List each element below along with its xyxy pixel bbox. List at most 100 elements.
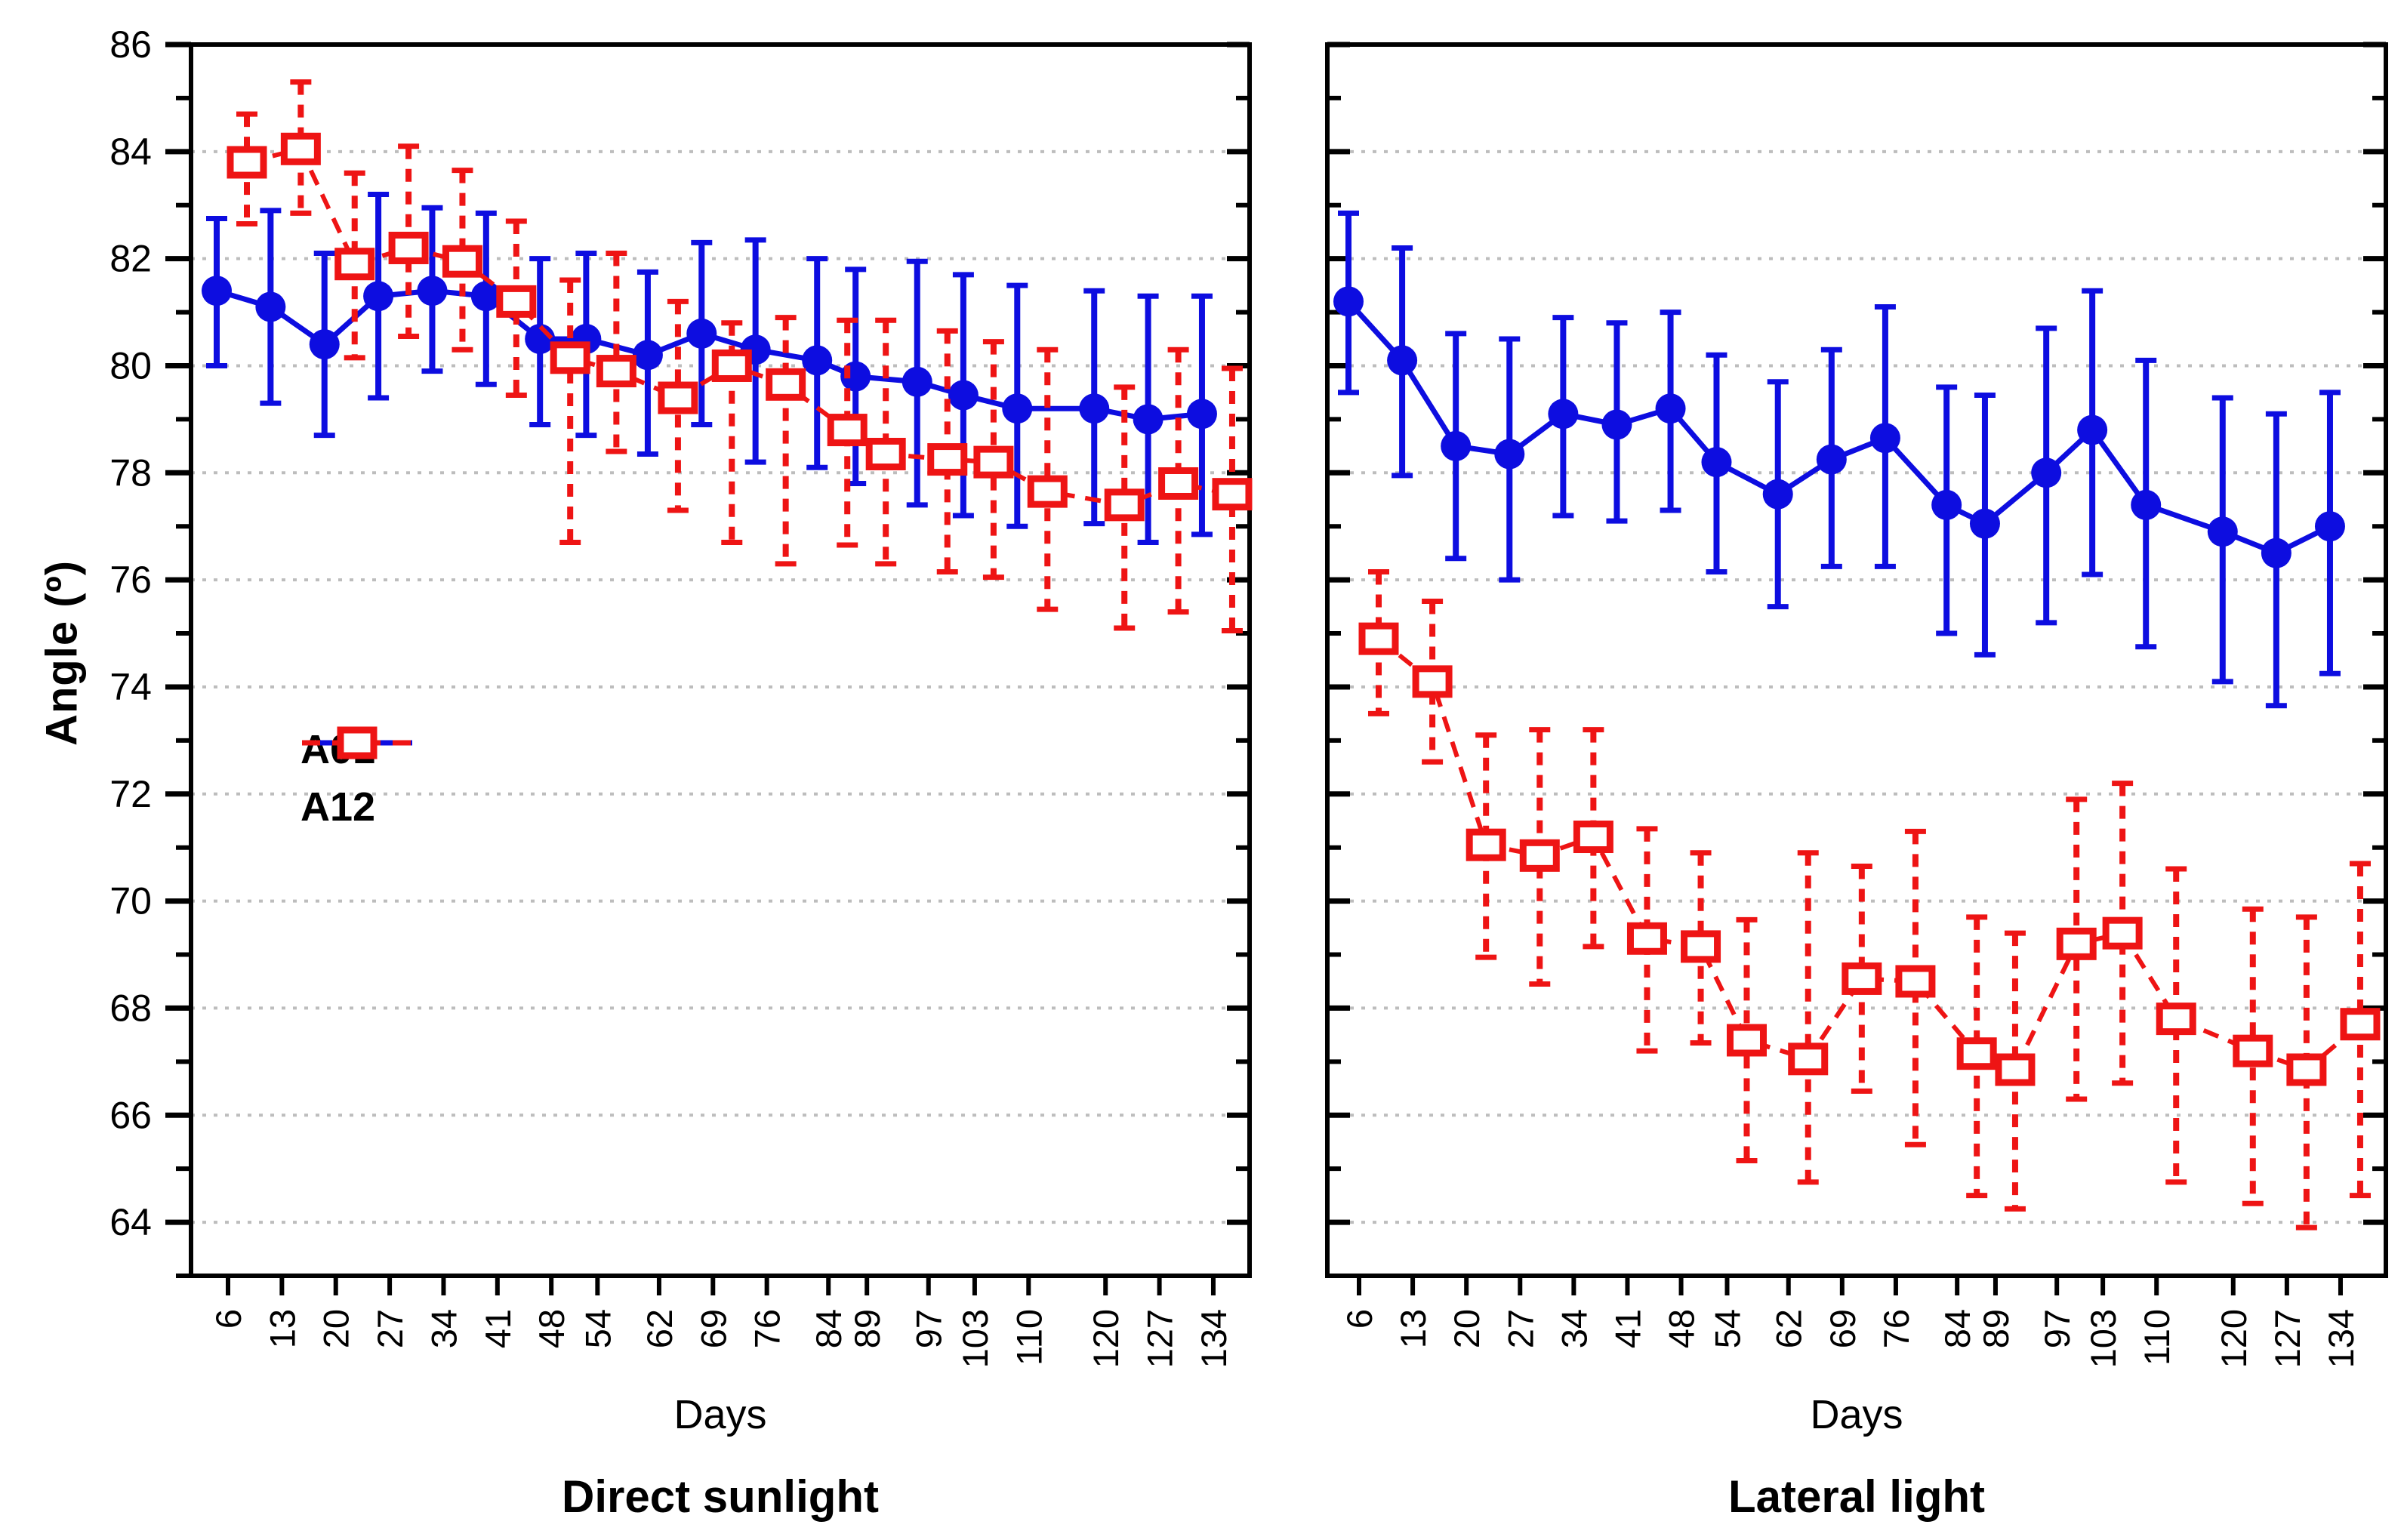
x-axis-title-right: Days: [1810, 1392, 1903, 1437]
y-tick-label: 76: [109, 559, 152, 601]
marker-square-A12: [658, 381, 698, 414]
x-tick-label: 120: [1086, 1309, 1126, 1368]
marker-square-A12: [2233, 1034, 2273, 1067]
x-tick-label: 48: [532, 1309, 572, 1348]
y-tick-label: 72: [109, 773, 152, 815]
x-tick-label: 89: [847, 1309, 887, 1348]
x-tick-label: 84: [1937, 1309, 1977, 1348]
marker-circle-A01: [1494, 439, 1525, 470]
marker-square-A12: [280, 132, 321, 165]
x-tick-label: 62: [640, 1309, 680, 1348]
marker-square-A12: [2102, 916, 2143, 950]
x-tick-label: 103: [955, 1309, 995, 1368]
marker-square-A12: [1626, 922, 1667, 955]
x-tick-label: 27: [370, 1309, 410, 1348]
legend-a12-marker-icon: [302, 726, 412, 759]
marker-square-A12: [442, 245, 482, 278]
x-tick-label: 97: [909, 1309, 949, 1348]
panel-frame: [189, 42, 1252, 1278]
x-tick-label: 6: [208, 1309, 248, 1329]
marker-square-A12: [1466, 828, 1506, 861]
x-tick-label: 110: [1009, 1309, 1049, 1366]
marker-circle-A01: [2314, 511, 2345, 542]
marker-square-A12: [1104, 488, 1145, 522]
x-tick-label: 54: [578, 1309, 618, 1348]
marker-square-A12: [1681, 930, 1721, 963]
x-tick-label: 103: [2083, 1309, 2123, 1368]
marker-circle-A01: [1387, 345, 1418, 376]
marker-circle-A01: [470, 281, 501, 312]
x-tick-label: 20: [1447, 1309, 1487, 1348]
marker-square-A12: [1956, 1037, 1997, 1070]
series-line-A01: [1346, 300, 2332, 556]
x-tick-label: 41: [1607, 1309, 1647, 1348]
x-tick-label: 13: [262, 1309, 302, 1348]
marker-circle-A01: [1002, 393, 1033, 424]
marker-square-A12: [973, 445, 1014, 479]
x-tick-label: 134: [2321, 1309, 2361, 1368]
series-line-A01: [216, 288, 1203, 422]
marker-square-A12: [1788, 1043, 1829, 1076]
marker-circle-A01: [1762, 479, 1793, 510]
marker-square-A12: [1027, 475, 1068, 508]
marker-square-A12: [927, 443, 968, 476]
x-tick-label: 54: [1707, 1309, 1747, 1348]
x-tick-label: 120: [2214, 1309, 2254, 1368]
marker-circle-A01: [2207, 516, 2238, 547]
marker-circle-A01: [255, 291, 286, 322]
x-tick-label: 69: [693, 1309, 733, 1348]
y-tick-label: 84: [109, 131, 152, 173]
marker-square-A12: [827, 414, 868, 447]
marker-square-A12: [1573, 821, 1613, 854]
marker-circle-A01: [202, 276, 232, 306]
marker-circle-A01: [1186, 399, 1217, 430]
y-tick-label: 82: [109, 238, 152, 280]
marker-square-A12: [1519, 839, 1560, 872]
marker-circle-A01: [1133, 404, 1163, 435]
marker-square-A12: [1358, 622, 1399, 655]
marker-circle-A01: [417, 276, 448, 306]
marker-square-A12: [496, 285, 537, 318]
x-tick-label: 134: [1194, 1309, 1234, 1368]
x-tick-label: 20: [316, 1309, 356, 1348]
x-tick-label: 97: [2037, 1309, 2077, 1348]
marker-square-A12: [2056, 927, 2097, 960]
marker-circle-A01: [2077, 414, 2108, 445]
marker-square-A12: [388, 231, 429, 264]
marker-circle-A01: [2261, 537, 2292, 568]
marker-circle-A01: [1816, 444, 1847, 475]
marker-square-A12: [2156, 1003, 2196, 1036]
series-line-A12: [246, 146, 1233, 507]
marker-circle-A01: [686, 318, 717, 349]
x-tick-label: 89: [1976, 1309, 2016, 1348]
legend: A01 A12: [300, 726, 412, 830]
marker-circle-A01: [1969, 508, 2000, 539]
x-tick-label: 76: [747, 1309, 787, 1348]
marker-circle-A01: [309, 329, 340, 360]
marker-square-A12: [766, 368, 806, 401]
y-axis-title: Angle (º): [37, 559, 87, 747]
marker-circle-A01: [1079, 393, 1110, 424]
x-tick-label: 48: [1662, 1309, 1702, 1348]
marker-circle-A01: [1701, 447, 1732, 478]
legend-item-a12: A12: [300, 726, 412, 830]
marker-circle-A01: [948, 380, 979, 411]
marker-circle-A01: [1601, 409, 1632, 440]
y-tick-label: 70: [109, 880, 152, 922]
marker-circle-A01: [363, 281, 394, 312]
marker-circle-A01: [1869, 423, 1900, 454]
x-tick-label: 6: [1339, 1309, 1379, 1329]
marker-square-A12: [334, 248, 375, 281]
marker-square-A12: [1212, 478, 1253, 511]
marker-square-A12: [1895, 965, 1936, 998]
x-tick-label: 127: [2267, 1309, 2307, 1368]
marker-square-A12: [1726, 1024, 1767, 1057]
marker-square-A12: [1158, 467, 1199, 500]
marker-circle-A01: [1931, 489, 1962, 520]
marker-square-A12: [1412, 665, 1453, 698]
marker-circle-A01: [2031, 457, 2062, 488]
panel-caption-direct-sunlight: Direct sunlight: [561, 1471, 880, 1522]
marker-circle-A01: [1548, 399, 1579, 430]
